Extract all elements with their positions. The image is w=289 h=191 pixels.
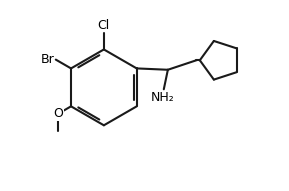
Text: Cl: Cl	[98, 19, 110, 32]
Text: Br: Br	[41, 53, 54, 66]
Text: NH₂: NH₂	[151, 91, 174, 104]
Text: O: O	[53, 107, 63, 120]
